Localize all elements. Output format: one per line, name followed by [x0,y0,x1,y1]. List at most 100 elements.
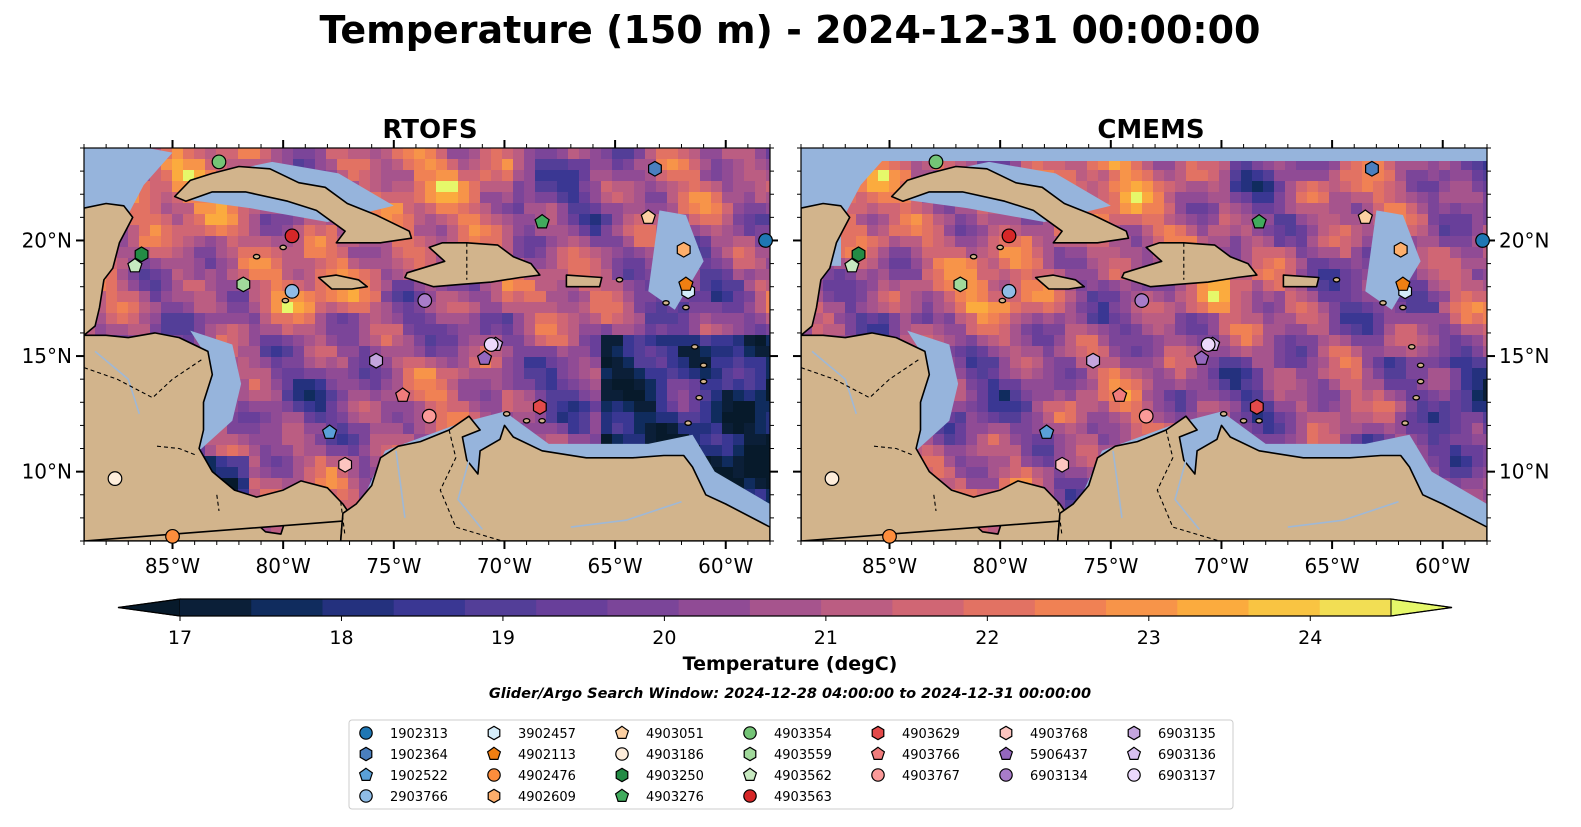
legend-item-4903767: 4903767 [871,768,960,784]
float-marker-4903186 [824,471,840,486]
legend-item-1902522: 1902522 [358,767,448,784]
legend-label: 4902113 [518,748,576,763]
land-hispaniola [1121,242,1258,288]
float-marker-4903559 [236,276,251,293]
legend-marker-4903250 [615,767,629,783]
float-marker-4903768 [1055,456,1070,473]
land-florida [956,120,989,141]
float-marker-6903135 [369,352,384,369]
legend-item-4902476: 4902476 [487,768,576,784]
float-marker-5906437 [1193,350,1210,365]
land-cuba [173,165,413,244]
legend-item-2903766: 2903766 [359,789,448,805]
legend-marker-4903767 [871,768,885,782]
float-marker-1902313 [1475,233,1490,248]
legend-label: 4903563 [774,790,832,805]
colorbar-segment [1319,599,1392,616]
legend-item-4903629: 4903629 [871,725,960,742]
colorbar: 17 18 19 20 21 22 23 24 [117,598,1453,649]
float-marker-4902476 [882,528,897,544]
colorbar-tick-label: 19 [491,627,515,649]
legend-label: 1902522 [390,769,448,784]
float-marker-4903629 [532,398,547,415]
float-marker-4903250 [851,246,866,263]
cmems-map-frame [800,147,1488,542]
float-marker-1902313 [758,233,773,248]
search-window-text: Glider/Argo Search Window: 2024-12-28 04… [489,686,1091,702]
legend-item-4903354: 4903354 [743,726,832,742]
lon-tick-label: 60°W [698,554,753,578]
land-centralN [801,332,1072,541]
legend-item-6903135: 6903135 [1127,725,1216,742]
land-jamaica [1034,274,1086,290]
legend-marker-1902313 [359,726,373,740]
float-marker-6903135 [1086,352,1101,369]
legend-marker-6903135 [1127,725,1141,741]
lon-tick-label: 80°W [973,554,1028,578]
float-marker-4903051 [640,209,657,224]
legend-item-4902113: 4902113 [486,746,576,763]
legend-label: 3902457 [518,727,576,742]
colorbar-segment [1034,599,1107,616]
legend-label: 4903559 [774,748,832,763]
rivers [811,350,1399,530]
legend-item-1902313: 1902313 [359,726,448,742]
float-marker-4903766 [394,387,411,402]
float-marker-4903562 [844,257,860,273]
lat-tick-label: 15°N [1499,344,1549,368]
legend-item-6903134: 6903134 [999,768,1088,784]
legend-label: 1902313 [390,727,448,742]
legend-label: 4903768 [1030,727,1088,742]
legend-label: 6903134 [1030,769,1088,784]
float-marker-4903559 [953,276,968,293]
legend-marker-4902113 [486,746,502,761]
legend-marker-4903562 [742,767,758,782]
float-marker-4903354 [211,154,227,170]
legend-marker-6903134 [999,768,1013,782]
legend-marker-1902364 [359,746,373,762]
land-hispaniola [404,242,541,288]
colorbar-label: Temperature (degC) [683,653,898,675]
legend-marker-6903137 [1127,768,1141,782]
float-marker-1902364 [647,160,662,177]
legend-item-4903276: 4903276 [614,788,704,805]
legend-item-1902364: 1902364 [359,746,448,763]
cmems-map: 85°W 80°W 75°W 70°W 65°W 60°W 20°N 15°N 10°N [793,120,1549,578]
lon-tick-label: 85°W [145,554,200,578]
land-florida [239,120,272,141]
lon-tick-label: 70°W [477,554,532,578]
legend-item-6903136: 6903136 [1126,746,1216,763]
colorbar-segment [251,599,323,616]
float-marker-4903767 [421,408,437,424]
colorbar-segment [536,599,608,616]
colorbar-segment [821,599,893,616]
lat-tick-label: 20°N [22,228,72,252]
legend-label: 4903562 [774,769,832,784]
float-marker-1902364 [1364,160,1379,177]
legend-label: 2903766 [390,790,448,805]
rtofs-panel: RTOFS 85°W 80°W 75°W 70°W 65°W 60°W 20°N 15°N 10… [22,115,778,578]
legend-item-4903563: 4903563 [743,789,832,805]
legend-marker-4903563 [743,789,757,803]
figure-title: Temperature (150 m) - 2024-12-31 00:00:0… [319,8,1260,52]
legend-item-4903186: 4903186 [615,747,704,763]
legend-label: 4903276 [646,790,704,805]
float-marker-4903768 [338,456,353,473]
legend-label: 4903354 [774,727,832,742]
country-borders [801,242,1220,541]
colorbar-tick-label: 23 [1137,627,1161,649]
legend-marker-4903768 [999,725,1013,741]
float-marker-2903766 [284,283,300,299]
rtofs-panel-title: RTOFS [382,115,477,145]
colorbar-segment [180,599,252,616]
land-centralN [84,332,355,541]
legend-marker-3902457 [487,725,501,741]
legend-item-5906437: 5906437 [998,746,1088,763]
float-marker-6903134 [1134,293,1150,308]
legend-item-4903559: 4903559 [743,746,832,763]
legend-item-4902609: 4902609 [487,788,576,805]
legend-marker-4902609 [487,788,501,804]
float-marker-4903051 [1357,209,1374,224]
float-marker-4903563 [284,228,300,244]
colorbar-tick-label: 22 [975,627,999,649]
